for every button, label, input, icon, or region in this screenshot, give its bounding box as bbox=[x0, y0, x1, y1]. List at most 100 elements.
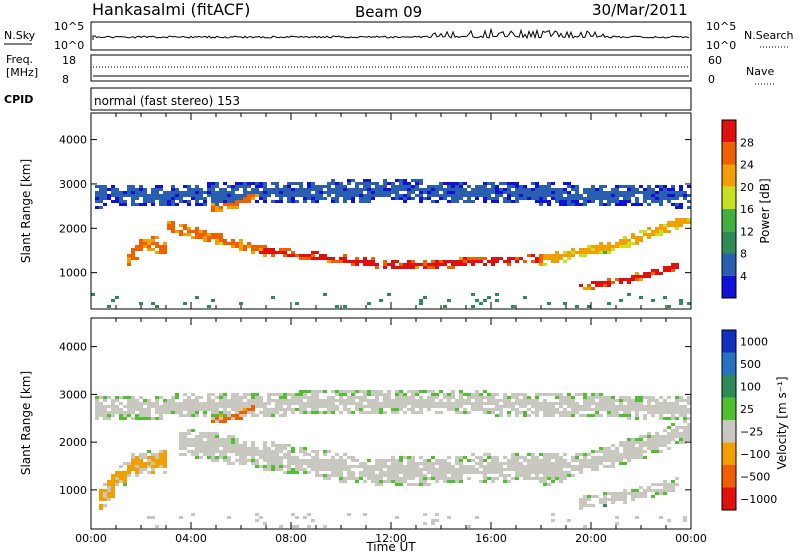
velocity-cell bbox=[499, 465, 503, 468]
velocity-cell bbox=[595, 459, 599, 462]
power-cell bbox=[175, 230, 179, 233]
velocity-cell bbox=[131, 453, 135, 456]
velocity-cell bbox=[607, 498, 611, 501]
velocity-cell bbox=[667, 408, 671, 411]
velocity-cell bbox=[343, 399, 347, 402]
power-cell bbox=[355, 191, 359, 194]
velocity-cell bbox=[599, 396, 603, 399]
velocity-cell bbox=[419, 405, 423, 408]
power-cell bbox=[687, 302, 691, 305]
power-cell bbox=[687, 206, 691, 209]
velocity-cell bbox=[411, 468, 415, 471]
power-cell bbox=[191, 194, 195, 197]
velocity-cell bbox=[431, 474, 435, 477]
velocity-cell bbox=[651, 435, 655, 438]
power-cell bbox=[119, 191, 123, 194]
power-cell bbox=[151, 200, 155, 203]
velocity-cell bbox=[655, 399, 659, 402]
nsearch-rtick-bottom: 10^0 bbox=[706, 39, 736, 52]
power-cell bbox=[359, 197, 363, 200]
power-cell bbox=[119, 200, 123, 203]
power-cell bbox=[319, 191, 323, 194]
velocity-cell bbox=[243, 393, 247, 396]
velocity-cell bbox=[259, 516, 263, 519]
power-cell bbox=[523, 296, 527, 299]
power-cell bbox=[467, 197, 471, 200]
velocity-cell bbox=[631, 450, 635, 453]
velocity-cell bbox=[619, 498, 623, 501]
velocity-cell bbox=[539, 480, 543, 483]
velocity-cell bbox=[135, 474, 139, 477]
velocity-cell bbox=[387, 393, 391, 396]
power-cell bbox=[579, 248, 583, 251]
velocity-cell bbox=[267, 393, 271, 396]
velocity-cell bbox=[587, 504, 591, 507]
velocity-cell bbox=[459, 411, 463, 414]
power-cell bbox=[683, 218, 687, 221]
velocity-cell bbox=[539, 402, 543, 405]
power-cell bbox=[435, 200, 439, 203]
power-cell bbox=[679, 185, 683, 188]
velocity-cell bbox=[419, 483, 423, 486]
velocity-cell bbox=[215, 441, 219, 444]
power-cell bbox=[615, 245, 619, 248]
velocity-cell bbox=[119, 417, 123, 420]
power-cell bbox=[423, 266, 427, 269]
power-cell bbox=[455, 197, 459, 200]
velocity-cell bbox=[251, 402, 255, 405]
velocity-cell bbox=[331, 459, 335, 462]
velocity-cell bbox=[95, 408, 99, 411]
velocity-cell bbox=[471, 408, 475, 411]
velocity-cell bbox=[203, 441, 207, 444]
velocity-cell bbox=[495, 468, 499, 471]
velocity-cell bbox=[487, 468, 491, 471]
velocity-cell bbox=[579, 462, 583, 465]
velocity-cell bbox=[263, 408, 267, 411]
velocity-cell bbox=[295, 525, 299, 528]
power-cell bbox=[255, 194, 259, 197]
power-cell bbox=[119, 197, 123, 200]
velocity-cell bbox=[583, 414, 587, 417]
velocity-cell bbox=[347, 390, 351, 393]
power-cell bbox=[535, 194, 539, 197]
velocity-cell bbox=[231, 396, 235, 399]
velocity-cell bbox=[431, 462, 435, 465]
velocity-cell bbox=[543, 402, 547, 405]
power-cell bbox=[679, 218, 683, 221]
power-cell bbox=[307, 185, 311, 188]
power-cell bbox=[543, 263, 547, 266]
velocity-cell bbox=[263, 447, 267, 450]
velocity-cell bbox=[607, 396, 611, 399]
velocity-cell bbox=[223, 450, 227, 453]
power-cell bbox=[667, 221, 671, 224]
velocity-cell bbox=[375, 483, 379, 486]
velocity-cell bbox=[575, 408, 579, 411]
velocity-cell bbox=[307, 396, 311, 399]
power-cell bbox=[167, 227, 171, 230]
velocity-cell bbox=[527, 453, 531, 456]
velocity-cell bbox=[671, 480, 675, 483]
power-cell bbox=[231, 200, 235, 203]
power-cell bbox=[659, 224, 663, 227]
velocity-cell bbox=[187, 402, 191, 405]
velocity-cell bbox=[379, 477, 383, 480]
velocity-cell bbox=[451, 393, 455, 396]
velocity-cell bbox=[435, 396, 439, 399]
power-cell bbox=[355, 263, 359, 266]
velocity-cell bbox=[663, 408, 667, 411]
velocity-cell bbox=[399, 393, 403, 396]
velocity-cell bbox=[395, 411, 399, 414]
power-cell bbox=[211, 188, 215, 191]
power-cell bbox=[299, 257, 303, 260]
power-cell bbox=[399, 182, 403, 185]
power-cell bbox=[667, 197, 671, 200]
velocity-cell bbox=[455, 459, 459, 462]
velocity-cell bbox=[183, 435, 187, 438]
power-cell bbox=[319, 254, 323, 257]
velocity-cell bbox=[595, 405, 599, 408]
power-cell bbox=[659, 197, 663, 200]
power-cell bbox=[363, 263, 367, 266]
velocity-cell bbox=[267, 414, 271, 417]
velocity-cell bbox=[199, 438, 203, 441]
